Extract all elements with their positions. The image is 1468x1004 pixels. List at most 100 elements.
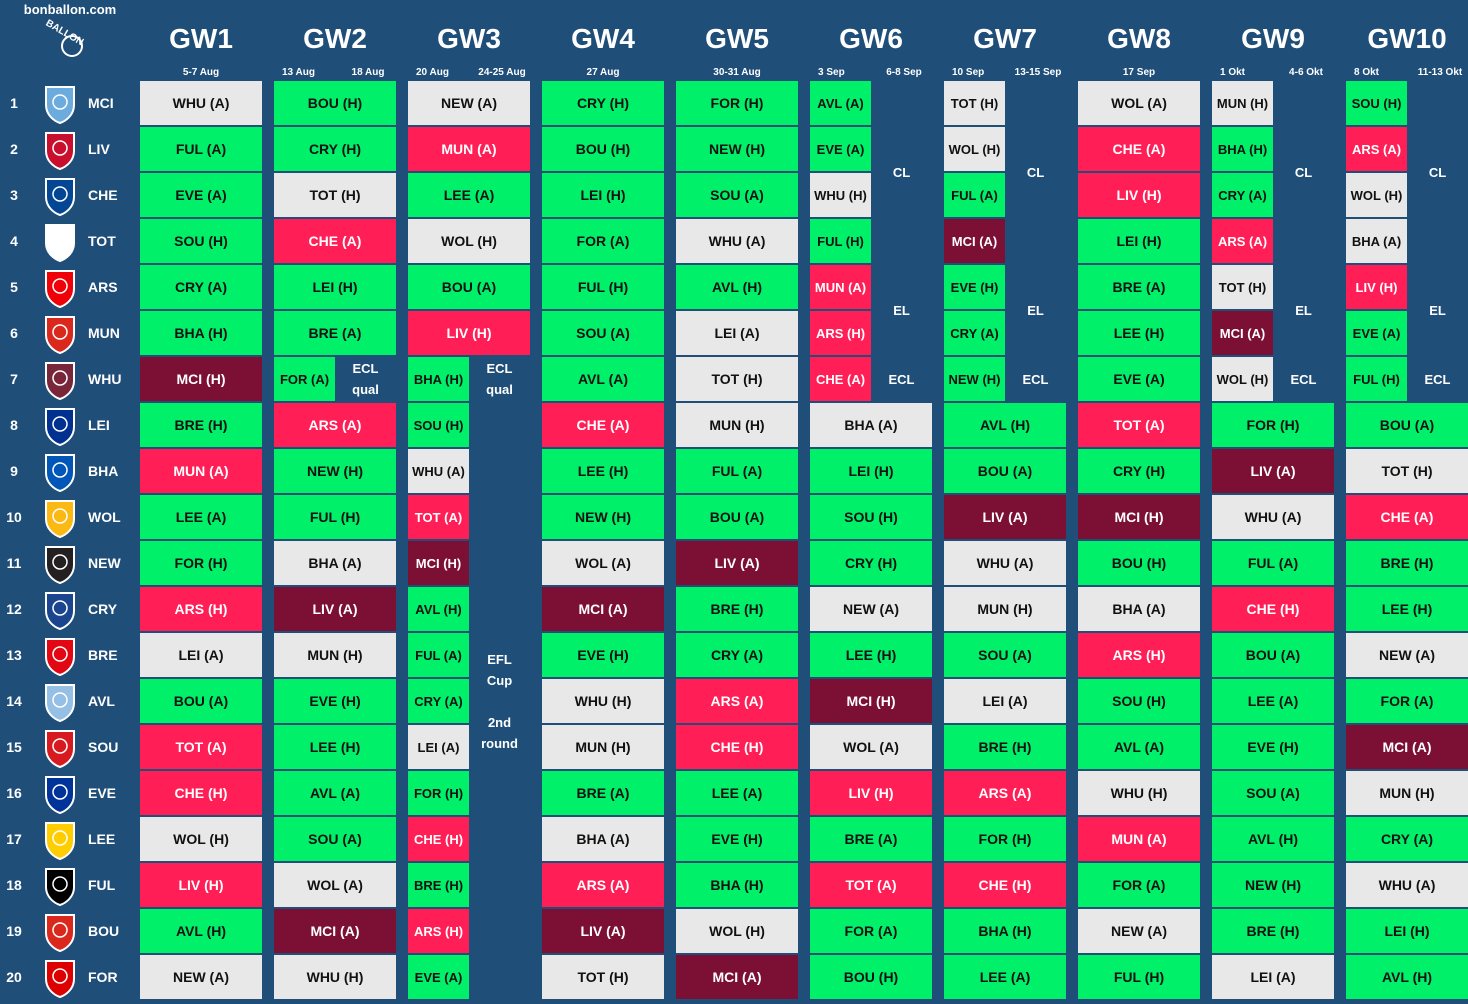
- fixture-cell[interactable]: ARS (H): [1078, 633, 1200, 677]
- fixture-cell[interactable]: BRE (H): [408, 863, 469, 907]
- fixture-cell[interactable]: WOL (A): [542, 541, 664, 585]
- fixture-cell[interactable]: FUL (H): [1078, 955, 1200, 999]
- fixture-cell[interactable]: BHA (H): [140, 311, 262, 355]
- fixture-cell[interactable]: MUN (H): [676, 403, 798, 447]
- fixture-cell[interactable]: WOL (H): [1346, 173, 1407, 217]
- fixture-cell[interactable]: ARS (H): [140, 587, 262, 631]
- fixture-cell[interactable]: WHU (A): [944, 541, 1066, 585]
- fixture-cell[interactable]: LEI (A): [1212, 955, 1334, 999]
- fixture-cell[interactable]: CRY (A): [140, 265, 262, 309]
- fixture-cell[interactable]: WHU (H): [1078, 771, 1200, 815]
- fixture-cell[interactable]: SOU (H): [408, 403, 469, 447]
- fixture-cell[interactable]: LEI (H): [274, 265, 396, 309]
- fixture-cell[interactable]: BOU (H): [274, 81, 396, 125]
- fixture-cell[interactable]: LIV (A): [944, 495, 1066, 539]
- fixture-cell[interactable]: WHU (A): [408, 449, 469, 493]
- fixture-cell[interactable]: MUN (A): [140, 449, 262, 493]
- fixture-cell[interactable]: FOR (H): [408, 771, 469, 815]
- fixture-cell[interactable]: FOR (H): [140, 541, 262, 585]
- fixture-cell[interactable]: CRY (H): [1078, 449, 1200, 493]
- fixture-cell[interactable]: EVE (H): [1212, 725, 1334, 769]
- fixture-cell[interactable]: LEI (H): [1346, 909, 1468, 953]
- fixture-cell[interactable]: CHE (A): [1078, 127, 1200, 171]
- fixture-cell[interactable]: EVE (A): [140, 173, 262, 217]
- fixture-cell[interactable]: MCI (A): [542, 587, 664, 631]
- fixture-cell[interactable]: FUL (A): [140, 127, 262, 171]
- fixture-cell[interactable]: AVL (H): [140, 909, 262, 953]
- fixture-cell[interactable]: BOU (H): [1078, 541, 1200, 585]
- fixture-cell[interactable]: CRY (A): [1212, 173, 1273, 217]
- fixture-cell[interactable]: LEI (H): [542, 173, 664, 217]
- fixture-cell[interactable]: CHE (H): [944, 863, 1066, 907]
- fixture-cell[interactable]: WOL (A): [1078, 81, 1200, 125]
- fixture-cell[interactable]: MUN (A): [810, 265, 871, 309]
- fixture-cell[interactable]: LEE (A): [408, 173, 530, 217]
- fixture-cell[interactable]: BRE (H): [1346, 541, 1468, 585]
- fixture-cell[interactable]: MCI (A): [1346, 725, 1468, 769]
- fixture-cell[interactable]: WOL (H): [676, 909, 798, 953]
- fixture-cell[interactable]: FOR (A): [542, 219, 664, 263]
- fixture-cell[interactable]: LEE (H): [1078, 311, 1200, 355]
- fixture-cell[interactable]: AVL (H): [944, 403, 1066, 447]
- fixture-cell[interactable]: AVL (A): [542, 357, 664, 401]
- fixture-cell[interactable]: BHA (H): [944, 909, 1066, 953]
- fixture-cell[interactable]: SOU (H): [1078, 679, 1200, 723]
- fixture-cell[interactable]: TOT (H): [676, 357, 798, 401]
- fixture-cell[interactable]: LIV (H): [1346, 265, 1407, 309]
- fixture-cell[interactable]: WHU (A): [1212, 495, 1334, 539]
- fixture-cell[interactable]: NEW (H): [944, 357, 1005, 401]
- fixture-cell[interactable]: LEI (A): [676, 311, 798, 355]
- fixture-cell[interactable]: BHA (A): [1346, 219, 1407, 263]
- fixture-cell[interactable]: CRY (A): [944, 311, 1005, 355]
- fixture-cell[interactable]: LIV (H): [1078, 173, 1200, 217]
- fixture-cell[interactable]: FUL (H): [274, 495, 396, 539]
- fixture-cell[interactable]: TOT (H): [274, 173, 396, 217]
- fixture-cell[interactable]: BHA (A): [274, 541, 396, 585]
- fixture-cell[interactable]: NEW (A): [1346, 633, 1468, 677]
- fixture-cell[interactable]: ARS (H): [810, 311, 871, 355]
- fixture-cell[interactable]: SOU (A): [542, 311, 664, 355]
- fixture-cell[interactable]: BOU (H): [542, 127, 664, 171]
- fixture-cell[interactable]: MUN (A): [408, 127, 530, 171]
- fixture-cell[interactable]: BRE (H): [944, 725, 1066, 769]
- fixture-cell[interactable]: SOU (A): [274, 817, 396, 861]
- fixture-cell[interactable]: BHA (H): [676, 863, 798, 907]
- fixture-cell[interactable]: WHU (A): [1346, 863, 1468, 907]
- fixture-cell[interactable]: MCI (H): [810, 679, 932, 723]
- fixture-cell[interactable]: LIV (H): [408, 311, 530, 355]
- fixture-cell[interactable]: BOU (H): [810, 955, 932, 999]
- fixture-cell[interactable]: LEI (H): [810, 449, 932, 493]
- fixture-cell[interactable]: EVE (A): [1078, 357, 1200, 401]
- fixture-cell[interactable]: MCI (A): [1212, 311, 1273, 355]
- fixture-cell[interactable]: MUN (H): [944, 587, 1066, 631]
- fixture-cell[interactable]: FUL (A): [944, 173, 1005, 217]
- fixture-cell[interactable]: MCI (H): [408, 541, 469, 585]
- fixture-cell[interactable]: ARS (A): [676, 679, 798, 723]
- fixture-cell[interactable]: LIV (A): [542, 909, 664, 953]
- fixture-cell[interactable]: FOR (A): [810, 909, 932, 953]
- fixture-cell[interactable]: AVL (H): [676, 265, 798, 309]
- fixture-cell[interactable]: SOU (A): [1212, 771, 1334, 815]
- fixture-cell[interactable]: NEW (H): [274, 449, 396, 493]
- fixture-cell[interactable]: MCI (H): [1078, 495, 1200, 539]
- fixture-cell[interactable]: LEE (A): [140, 495, 262, 539]
- fixture-cell[interactable]: BHA (A): [810, 403, 932, 447]
- fixture-cell[interactable]: EVE (H): [944, 265, 1005, 309]
- fixture-cell[interactable]: CHE (A): [274, 219, 396, 263]
- fixture-cell[interactable]: FUL (H): [1346, 357, 1407, 401]
- fixture-cell[interactable]: ARS (A): [274, 403, 396, 447]
- fixture-cell[interactable]: LEE (H): [810, 633, 932, 677]
- fixture-cell[interactable]: BHA (A): [1078, 587, 1200, 631]
- fixture-cell[interactable]: AVL (A): [810, 81, 871, 125]
- fixture-cell[interactable]: MCI (H): [140, 357, 262, 401]
- fixture-cell[interactable]: TOT (A): [408, 495, 469, 539]
- fixture-cell[interactable]: LEE (H): [542, 449, 664, 493]
- fixture-cell[interactable]: FUL (H): [542, 265, 664, 309]
- fixture-cell[interactable]: EVE (A): [1346, 311, 1407, 355]
- fixture-cell[interactable]: TOT (A): [140, 725, 262, 769]
- fixture-cell[interactable]: SOU (A): [676, 173, 798, 217]
- fixture-cell[interactable]: CHE (A): [810, 357, 871, 401]
- fixture-cell[interactable]: SOU (H): [140, 219, 262, 263]
- fixture-cell[interactable]: FOR (H): [944, 817, 1066, 861]
- fixture-cell[interactable]: CRY (H): [542, 81, 664, 125]
